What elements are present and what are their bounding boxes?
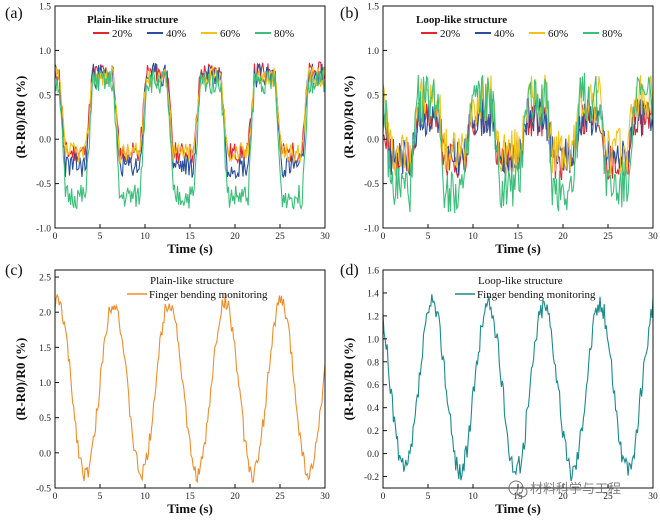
- y-tick-label: 0.0: [39, 449, 51, 459]
- x-axis-label: Time (s): [495, 501, 541, 516]
- y-tick-label: 1.0: [39, 47, 51, 57]
- x-tick-label: 5: [98, 232, 103, 242]
- y-tick-label: -0.5: [364, 180, 379, 190]
- y-axis-label: (R-R0)/R0 (%): [13, 338, 28, 421]
- x-axis-label: Time (s): [167, 241, 213, 256]
- x-tick-label: 10: [468, 232, 478, 242]
- y-axis-label: (R-R0)/R0 (%): [341, 338, 356, 421]
- x-tick-label: 5: [426, 232, 431, 242]
- legend-label: Finger bending monitoring: [477, 289, 596, 301]
- x-tick-label: 10: [468, 492, 478, 502]
- x-tick-label: 30: [648, 232, 658, 242]
- legend-label: 80%: [274, 28, 294, 40]
- x-tick-label: 0: [53, 232, 58, 242]
- x-tick-label: 10: [140, 232, 150, 242]
- x-tick-label: 15: [513, 232, 523, 242]
- y-tick-label: 0.5: [39, 414, 51, 424]
- y-tick-label: 1.6: [367, 267, 379, 277]
- y-tick-label: 0.2: [367, 427, 379, 437]
- panel-label: (b): [340, 5, 359, 22]
- x-axis-label: Time (s): [167, 501, 213, 516]
- x-tick-label: 30: [648, 492, 658, 502]
- y-tick-label: 0.0: [367, 450, 379, 460]
- series-line-80-: [54, 68, 326, 211]
- y-tick-label: 0.6: [367, 381, 379, 391]
- y-tick-label: 1.5: [39, 344, 51, 354]
- panel-label: (c): [5, 262, 23, 279]
- series-line-finger-bending-monitoring: [54, 293, 326, 484]
- y-tick-label: -0.5: [36, 485, 51, 495]
- y-axis-label: (R-R0)/R0 (%): [13, 76, 28, 159]
- legend-label: 80%: [602, 28, 622, 40]
- y-tick-label: 0.0: [367, 136, 379, 146]
- x-tick-label: 25: [275, 232, 285, 242]
- wechat-logo-icon: [508, 480, 524, 496]
- wechat-logo-icon-inner: [516, 486, 528, 498]
- x-tick-label: 20: [230, 232, 240, 242]
- panel-title: Loop-like structure: [478, 275, 563, 287]
- y-tick-label: 0.5: [39, 91, 51, 101]
- x-tick-label: 5: [426, 492, 431, 502]
- y-tick-label: 1.0: [367, 335, 379, 345]
- y-tick-label: 0.5: [367, 91, 379, 101]
- panel-0: (a) 0 5 10 15 20 25 30 -1.0 -0.5 0.0 0.5 1.0 1.5 Time …: [5, 3, 330, 257]
- y-tick-label: 0.8: [367, 358, 379, 368]
- panel-title: Plain-like structure: [150, 275, 234, 287]
- y-tick-label: 1.4: [367, 289, 379, 299]
- panel-title: Loop-like structure: [416, 14, 507, 26]
- x-tick-label: 15: [185, 232, 195, 242]
- y-tick-label: 0.0: [39, 136, 51, 146]
- x-tick-label: 30: [320, 492, 330, 502]
- legend-label: Finger bending monitoring: [149, 289, 268, 301]
- x-tick-label: 10: [140, 492, 150, 502]
- legend-label: 60%: [220, 28, 240, 40]
- plot-frame: [54, 269, 326, 489]
- x-axis-label: Time (s): [495, 241, 541, 256]
- x-tick-label: 5: [98, 492, 103, 502]
- y-tick-label: -1.0: [364, 225, 379, 235]
- y-tick-label: -1.0: [36, 225, 51, 235]
- panel-label: (a): [5, 5, 23, 22]
- panel-3: (d) 0 5 10 15 20 25 30 -0.2 0.0 0.2 0.4 0.6 0.8 1.0 1.2…: [340, 262, 658, 516]
- series-line-finger-bending-monitoring: [382, 294, 654, 482]
- legend-label: 60%: [548, 28, 568, 40]
- panel-1: (b) 0 5 10 15 20 25 30 -1.0 -0.5 0.0 0.5 1.0 1.5 Time …: [340, 3, 658, 257]
- x-tick-label: 25: [275, 492, 285, 502]
- panel-2: (c) 0 5 10 15 20 25 30 -0.5 0.0 0.5 1.0 1.5 2.0 2.5 Tim…: [5, 262, 330, 516]
- x-tick-label: 15: [513, 492, 523, 502]
- y-tick-label: 1.0: [367, 47, 379, 57]
- x-tick-label: 15: [185, 492, 195, 502]
- x-tick-label: 20: [558, 492, 568, 502]
- panel-title: Plain-like structure: [87, 14, 178, 26]
- x-tick-label: 0: [53, 492, 58, 502]
- legend-label: 20%: [440, 28, 460, 40]
- x-tick-label: 20: [558, 232, 568, 242]
- legend-label: 20%: [112, 28, 132, 40]
- legend-label: 40%: [166, 28, 186, 40]
- x-tick-label: 0: [381, 232, 386, 242]
- y-tick-label: 1.0: [39, 379, 51, 389]
- y-tick-label: -0.2: [364, 473, 379, 483]
- y-tick-label: 0.4: [367, 404, 379, 414]
- x-tick-label: 0: [381, 492, 386, 502]
- x-tick-label: 30: [320, 232, 330, 242]
- x-tick-label: 25: [603, 492, 613, 502]
- x-tick-label: 20: [230, 492, 240, 502]
- y-tick-label: 1.5: [367, 3, 379, 13]
- watermark: 材料科学与工程: [508, 480, 621, 498]
- y-tick-label: 1.5: [39, 3, 51, 13]
- y-tick-label: 1.2: [367, 312, 379, 322]
- series-line-80-: [382, 72, 654, 214]
- y-tick-label: 2.5: [39, 274, 51, 284]
- y-tick-label: -0.5: [36, 180, 51, 190]
- y-axis-label: (R-R0)/R0 (%): [341, 76, 356, 159]
- series-line-60-: [54, 66, 326, 164]
- legend-label: 40%: [494, 28, 514, 40]
- watermark-text: 材料科学与工程: [530, 481, 621, 497]
- x-tick-label: 25: [603, 232, 613, 242]
- panel-label: (d): [340, 262, 359, 279]
- y-tick-label: 2.0: [39, 309, 51, 319]
